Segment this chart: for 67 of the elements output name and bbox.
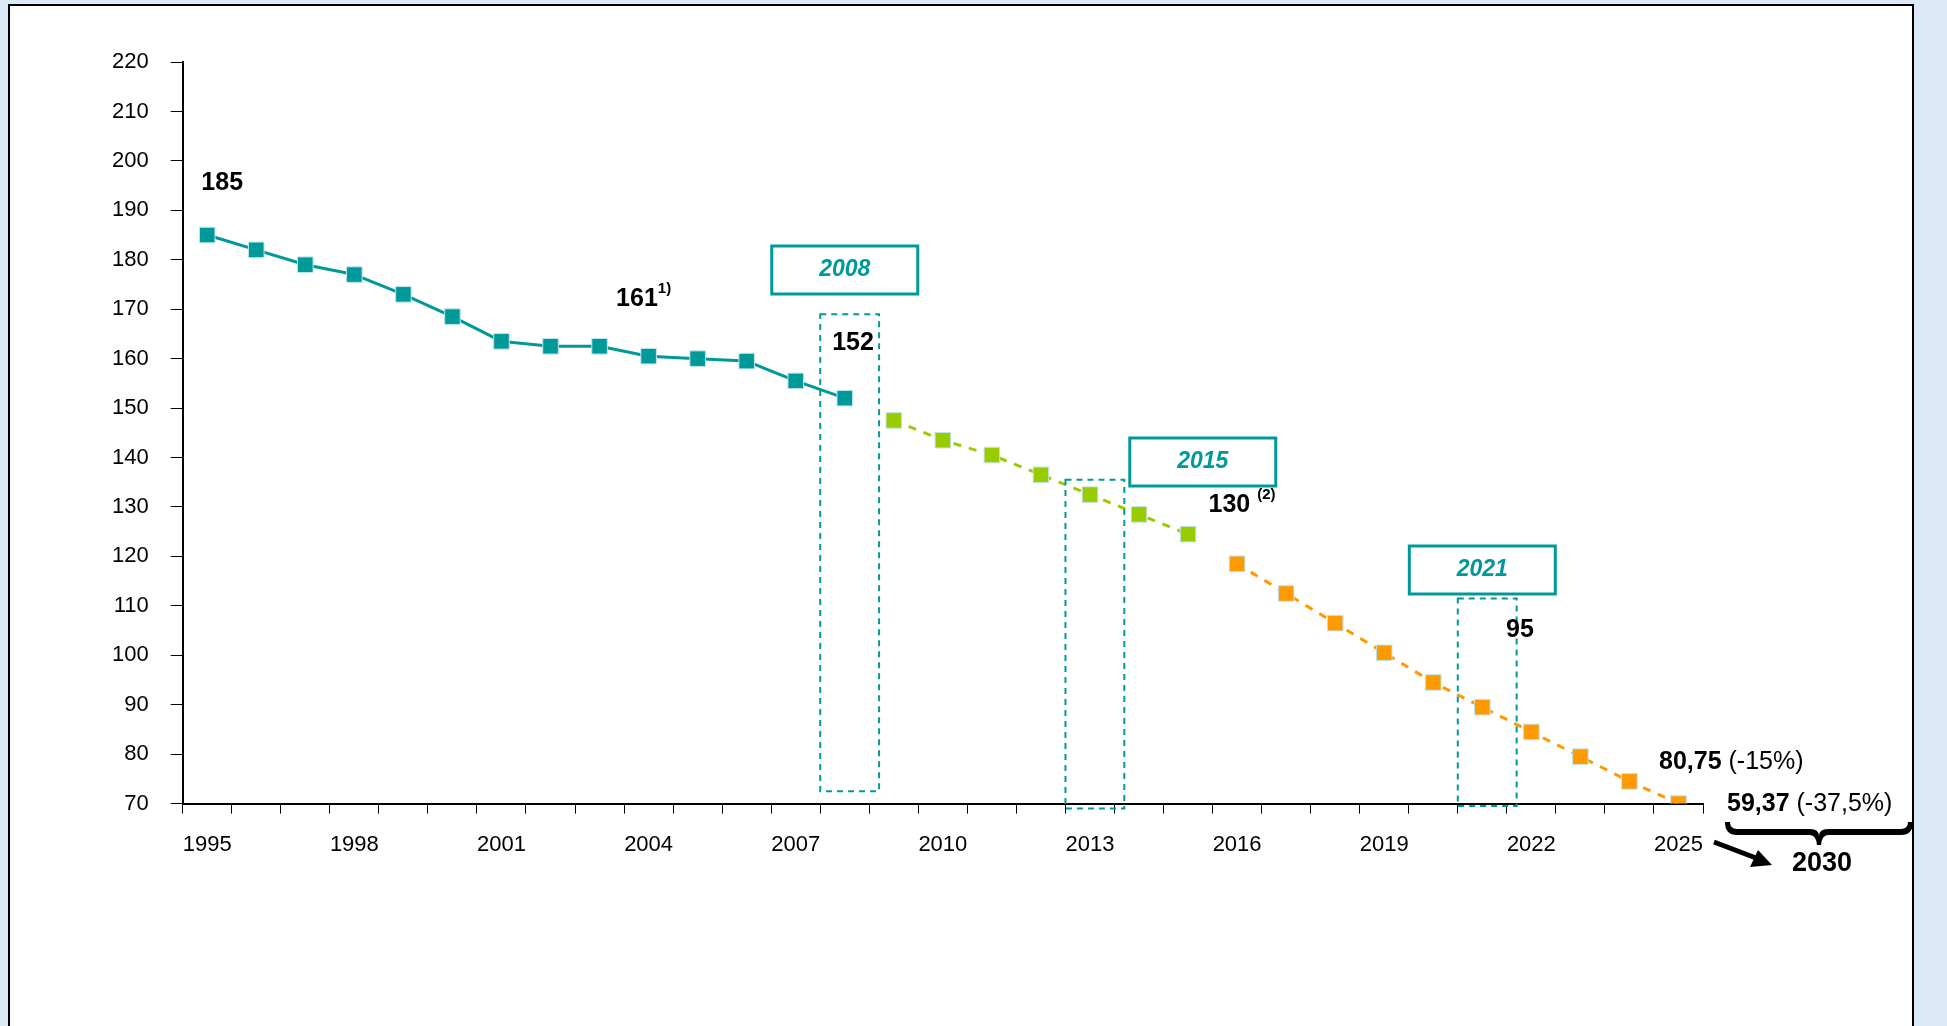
point	[885, 412, 903, 429]
y-tick-label: 100	[111, 641, 149, 667]
x-tick-label: 2022	[1506, 830, 1556, 856]
annotation: 185	[201, 166, 244, 195]
point	[1621, 773, 1638, 790]
point	[1523, 723, 1540, 741]
point	[983, 446, 1001, 464]
text: 2030	[1791, 847, 1853, 878]
point	[247, 241, 265, 259]
y-tick-label: 160	[111, 344, 149, 370]
annotation: 95	[1506, 613, 1534, 642]
y-tick-label: 220	[111, 48, 149, 74]
x-tick-label: 1995	[182, 830, 232, 856]
point	[1228, 555, 1246, 573]
y-tick-label: 210	[111, 97, 149, 123]
point	[346, 266, 363, 283]
point	[1424, 674, 1442, 691]
x-tick-label: 2013	[1065, 830, 1115, 856]
x-tick-label: 2001	[477, 830, 526, 856]
y-tick-label: 190	[111, 196, 149, 222]
y-tick-label: 70	[124, 789, 149, 815]
y-tick-label: 130	[111, 493, 149, 519]
point	[444, 308, 461, 325]
x-tick-label: 2004	[624, 830, 674, 856]
annotation: 152	[832, 327, 874, 356]
point	[689, 350, 706, 367]
x-tick-label: 1998	[329, 830, 379, 856]
point	[591, 338, 608, 355]
point	[395, 286, 412, 303]
x-tick-label: 2016	[1212, 830, 1262, 856]
annotation: 130 (2)	[1208, 485, 1276, 517]
point	[198, 226, 216, 244]
y-tick-label: 170	[111, 295, 149, 321]
y-tick-label: 120	[111, 542, 149, 568]
y-tick-label: 80	[124, 740, 149, 766]
x-tick-label: 2025	[1654, 830, 1703, 856]
y-tick-label: 200	[111, 146, 149, 172]
y-tick-label: 150	[111, 394, 149, 420]
point	[1326, 614, 1344, 632]
point	[640, 347, 657, 365]
point	[738, 352, 755, 370]
x-tick-label: 2019	[1359, 830, 1409, 856]
annotation: 2008	[818, 255, 871, 282]
point	[493, 333, 510, 350]
y-tick-label: 140	[111, 443, 149, 469]
y-tick-label: 90	[124, 690, 149, 716]
annotation: 2021	[1455, 555, 1508, 582]
point	[1277, 585, 1295, 602]
point	[934, 431, 952, 449]
point	[1081, 486, 1099, 503]
x-tick-label: 2010	[918, 830, 968, 856]
point	[787, 372, 805, 390]
point	[1375, 644, 1393, 662]
point	[836, 389, 854, 407]
point	[542, 338, 559, 355]
x-tick-label: 2007	[771, 830, 821, 856]
y-tick-label: 110	[113, 591, 149, 617]
point	[1179, 525, 1197, 543]
text: 59,37 (-37,5%)	[1727, 787, 1893, 816]
annotation: 80,75 (-15%)	[1659, 745, 1804, 774]
point	[1032, 466, 1050, 484]
point	[1572, 748, 1589, 765]
point	[1474, 698, 1491, 716]
y-tick-label: 180	[111, 245, 149, 271]
point	[297, 256, 314, 273]
annotation: 2015	[1176, 447, 1230, 474]
point	[1130, 506, 1148, 523]
